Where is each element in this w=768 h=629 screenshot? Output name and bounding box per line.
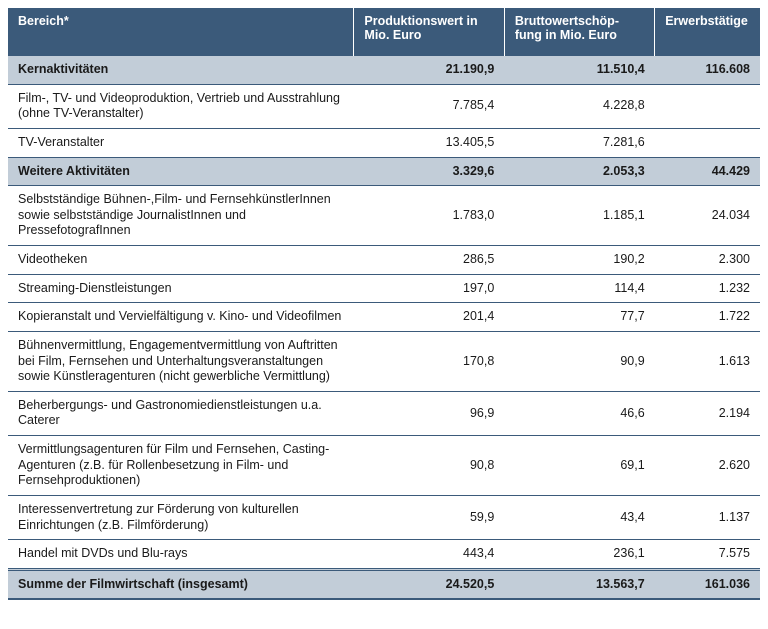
table-row: Handel mit DVDs und Blu-rays443,4236,17.… <box>8 540 760 570</box>
table-row: Streaming-Dienstleistungen197,0114,41.23… <box>8 274 760 303</box>
table-row: Bühnenvermittlung, Engagementvermittlung… <box>8 331 760 391</box>
cell-label: Beherbergungs- und Gastronomiedienstleis… <box>8 391 354 435</box>
cell-prod: 90,8 <box>354 436 504 496</box>
table-section-row: Kernaktivitäten21.190,911.510,4116.608 <box>8 56 760 84</box>
cell-erw: 44.429 <box>655 157 760 186</box>
cell-prod: 443,4 <box>354 540 504 570</box>
cell-erw: 2.620 <box>655 436 760 496</box>
cell-prod: 21.190,9 <box>354 56 504 84</box>
cell-prod: 3.329,6 <box>354 157 504 186</box>
table-total-row: Summe der Filmwirtschaft (insgesamt)24.5… <box>8 569 760 599</box>
cell-bws: 77,7 <box>504 303 654 332</box>
cell-bws: 13.563,7 <box>504 569 654 599</box>
table-row: Kopieranstalt und Vervielfältigung v. Ki… <box>8 303 760 332</box>
cell-erw <box>655 128 760 157</box>
cell-erw: 1.613 <box>655 331 760 391</box>
cell-label: Summe der Filmwirtschaft (insgesamt) <box>8 569 354 599</box>
table-row: TV-Veranstalter13.405,57.281,6 <box>8 128 760 157</box>
cell-bws: 69,1 <box>504 436 654 496</box>
col-header-erw: Erwerbstätige <box>655 8 760 56</box>
table-body: Kernaktivitäten21.190,911.510,4116.608Fi… <box>8 56 760 599</box>
cell-prod: 13.405,5 <box>354 128 504 157</box>
cell-label: Handel mit DVDs und Blu-rays <box>8 540 354 570</box>
table-row: Film-, TV- und Videoproduktion, Vertrieb… <box>8 84 760 128</box>
cell-erw: 1.232 <box>655 274 760 303</box>
cell-bws: 90,9 <box>504 331 654 391</box>
cell-erw: 116.608 <box>655 56 760 84</box>
cell-bws: 43,4 <box>504 495 654 539</box>
cell-prod: 201,4 <box>354 303 504 332</box>
cell-bws: 4.228,8 <box>504 84 654 128</box>
cell-bws: 46,6 <box>504 391 654 435</box>
cell-bws: 2.053,3 <box>504 157 654 186</box>
col-header-prod: Produktionswert in Mio. Euro <box>354 8 504 56</box>
cell-bws: 236,1 <box>504 540 654 570</box>
cell-erw: 1.722 <box>655 303 760 332</box>
cell-prod: 170,8 <box>354 331 504 391</box>
cell-label: Film-, TV- und Videoproduktion, Vertrieb… <box>8 84 354 128</box>
cell-erw: 24.034 <box>655 186 760 246</box>
cell-prod: 286,5 <box>354 246 504 275</box>
col-header-bereich: Bereich* <box>8 8 354 56</box>
cell-label: Videotheken <box>8 246 354 275</box>
cell-bws: 7.281,6 <box>504 128 654 157</box>
cell-bws: 190,2 <box>504 246 654 275</box>
cell-erw <box>655 84 760 128</box>
cell-label: Weitere Aktivitäten <box>8 157 354 186</box>
cell-erw: 2.300 <box>655 246 760 275</box>
cell-label: Kernaktivitäten <box>8 56 354 84</box>
cell-erw: 7.575 <box>655 540 760 570</box>
cell-label: Selbstständige Bühnen-,Film- und Fernseh… <box>8 186 354 246</box>
cell-erw: 161.036 <box>655 569 760 599</box>
cell-bws: 114,4 <box>504 274 654 303</box>
cell-label: Vermittlungsagenturen für Film und Ferns… <box>8 436 354 496</box>
cell-label: Interessenvertretung zur Förderung von k… <box>8 495 354 539</box>
table-row: Selbstständige Bühnen-,Film- und Fernseh… <box>8 186 760 246</box>
film-economy-table: Bereich* Produktionswert in Mio. Euro Br… <box>8 8 760 600</box>
cell-bws: 1.185,1 <box>504 186 654 246</box>
table-row: Vermittlungsagenturen für Film und Ferns… <box>8 436 760 496</box>
cell-label: Streaming-Dienstleistungen <box>8 274 354 303</box>
cell-erw: 2.194 <box>655 391 760 435</box>
cell-label: TV-Veranstalter <box>8 128 354 157</box>
cell-prod: 96,9 <box>354 391 504 435</box>
cell-label: Kopieranstalt und Vervielfältigung v. Ki… <box>8 303 354 332</box>
table-section-row: Weitere Aktivitäten3.329,62.053,344.429 <box>8 157 760 186</box>
cell-bws: 11.510,4 <box>504 56 654 84</box>
table-row: Videotheken286,5190,22.300 <box>8 246 760 275</box>
cell-erw: 1.137 <box>655 495 760 539</box>
cell-prod: 24.520,5 <box>354 569 504 599</box>
col-header-bws: Bruttowertschöp-fung in Mio. Euro <box>504 8 654 56</box>
table-row: Interessenvertretung zur Förderung von k… <box>8 495 760 539</box>
cell-prod: 1.783,0 <box>354 186 504 246</box>
cell-prod: 197,0 <box>354 274 504 303</box>
cell-prod: 59,9 <box>354 495 504 539</box>
cell-label: Bühnenvermittlung, Engagementvermittlung… <box>8 331 354 391</box>
table-header-row: Bereich* Produktionswert in Mio. Euro Br… <box>8 8 760 56</box>
cell-prod: 7.785,4 <box>354 84 504 128</box>
table-row: Beherbergungs- und Gastronomiedienstleis… <box>8 391 760 435</box>
